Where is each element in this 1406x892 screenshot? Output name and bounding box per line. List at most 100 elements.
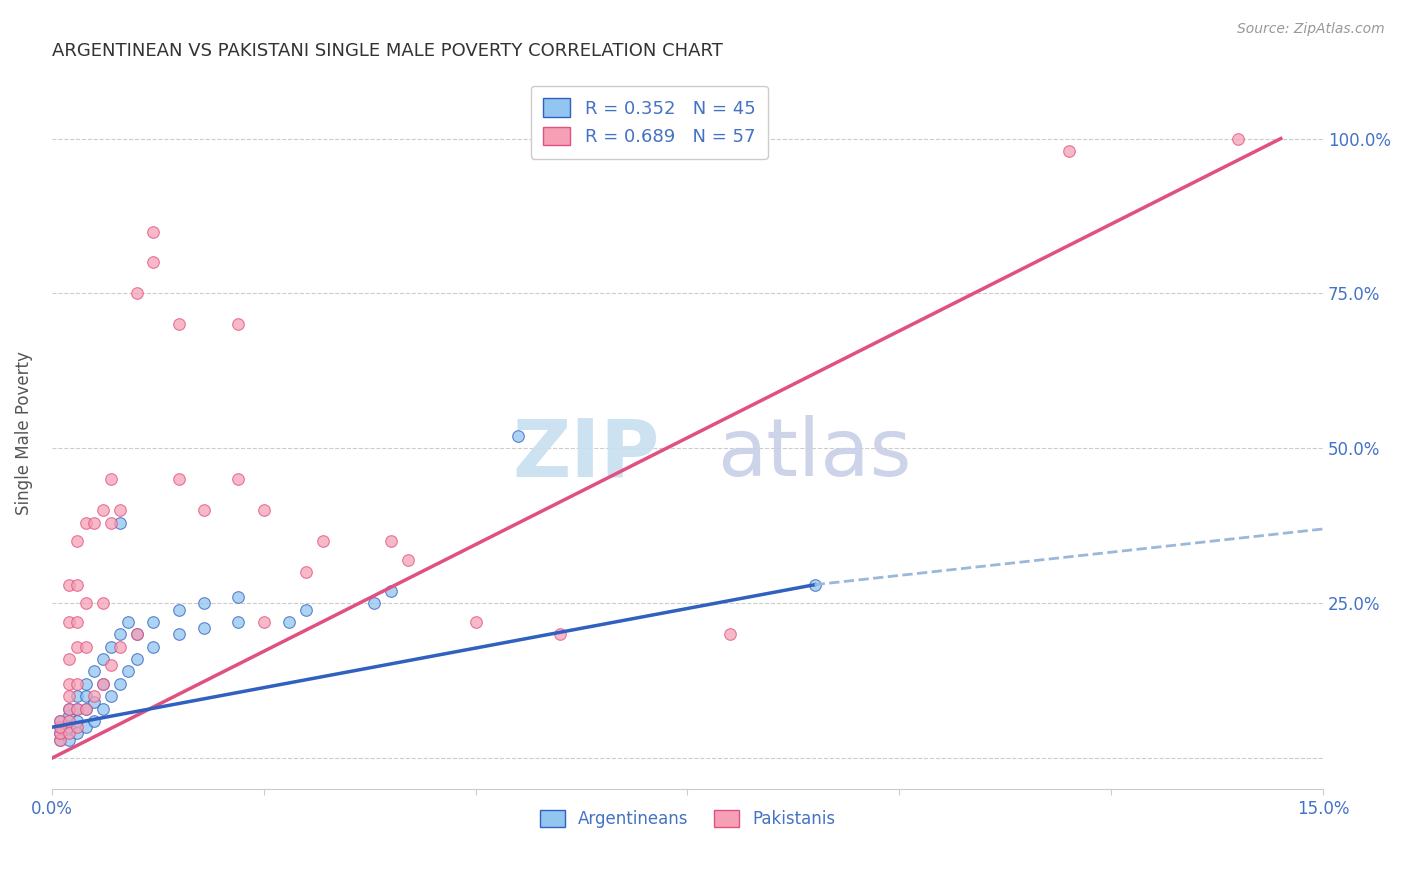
Point [142,615,165,629]
Point [108,677,131,691]
Point [117,615,139,629]
Point [49,726,72,740]
Point [58,690,80,704]
Point [83,714,105,728]
Point [226,615,249,629]
Point [100,658,122,673]
Point [75,596,97,610]
Legend: Argentineans, Pakistanis: Argentineans, Pakistanis [533,803,842,834]
Point [58,677,80,691]
Point [91,503,114,517]
Point [49,720,72,734]
Point [91,677,114,691]
Point [142,225,165,239]
Point [66,534,89,549]
Text: atlas: atlas [717,416,911,493]
Point [380,534,402,549]
Point [91,701,114,715]
Point [58,720,80,734]
Point [83,696,105,710]
Point [75,640,97,654]
Point [49,732,72,747]
Point [83,665,105,679]
Point [66,714,89,728]
Point [83,690,105,704]
Point [108,627,131,641]
Point [66,615,89,629]
Point [75,701,97,715]
Point [66,690,89,704]
Point [66,701,89,715]
Point [75,690,97,704]
Point [550,627,572,641]
Point [167,602,190,616]
Point [718,627,741,641]
Point [193,503,215,517]
Text: ZIP: ZIP [512,416,659,493]
Point [108,640,131,654]
Text: ARGENTINEAN VS PAKISTANI SINGLE MALE POVERTY CORRELATION CHART: ARGENTINEAN VS PAKISTANI SINGLE MALE POV… [52,42,723,60]
Point [58,714,80,728]
Point [49,714,72,728]
Point [58,701,80,715]
Point [506,429,529,443]
Point [83,516,105,530]
Point [295,566,318,580]
Point [167,627,190,641]
Point [75,677,97,691]
Point [66,720,89,734]
Point [58,652,80,666]
Point [363,596,385,610]
Point [1057,144,1080,158]
Point [58,615,80,629]
Point [49,726,72,740]
Point [66,677,89,691]
Point [125,627,148,641]
Point [100,516,122,530]
Point [295,602,318,616]
Point [253,615,276,629]
Point [167,318,190,332]
Point [125,286,148,301]
Point [58,732,80,747]
Point [193,621,215,635]
Point [226,590,249,604]
Point [142,255,165,269]
Point [312,534,335,549]
Point [142,640,165,654]
Point [75,701,97,715]
Point [49,732,72,747]
Point [108,516,131,530]
Point [226,472,249,486]
Point [75,516,97,530]
Point [1227,131,1250,145]
Point [167,472,190,486]
Point [380,583,402,598]
Point [58,726,80,740]
Point [91,596,114,610]
Point [66,578,89,592]
Point [58,707,80,722]
Point [125,627,148,641]
Point [396,553,419,567]
Point [108,503,131,517]
Point [58,578,80,592]
Point [66,726,89,740]
Point [49,720,72,734]
Point [253,503,276,517]
Point [226,318,249,332]
Point [58,701,80,715]
Point [278,615,301,629]
Point [464,615,486,629]
Point [100,640,122,654]
Y-axis label: Single Male Poverty: Single Male Poverty [15,351,32,515]
Point [66,640,89,654]
Point [75,720,97,734]
Point [125,652,148,666]
Point [100,472,122,486]
Point [803,578,825,592]
Point [49,714,72,728]
Point [91,652,114,666]
Point [91,677,114,691]
Point [117,665,139,679]
